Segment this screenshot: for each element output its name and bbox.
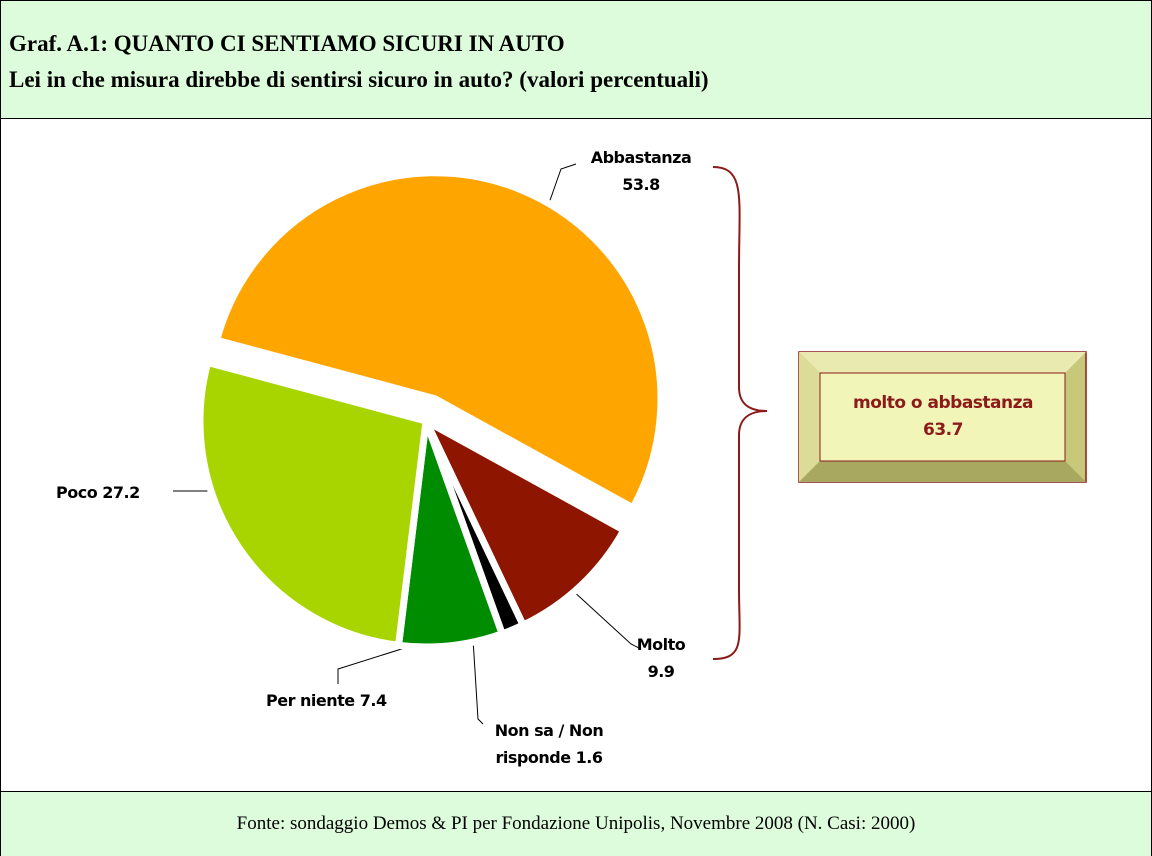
value-label: 1.6 <box>575 748 603 767</box>
annotation-text: molto o abbastanza <box>852 393 1034 413</box>
source: Fonte: sondaggio Demos & PI per Fondazio… <box>236 813 916 834</box>
brace <box>712 166 768 660</box>
value-label: 7.4 <box>359 691 387 710</box>
leader <box>337 645 412 684</box>
value-label: 27.2 <box>102 483 140 502</box>
category-label: Poco <box>56 483 98 502</box>
slice-label: Per niente 7.4 <box>266 687 466 714</box>
box-face <box>819 372 1066 462</box>
box-bevel <box>799 352 820 482</box>
leader <box>570 588 642 650</box>
category-label: Molto <box>636 635 686 654</box>
value-label: 53.8 <box>622 175 660 194</box>
slice <box>196 358 430 650</box>
subtitle: Lei in che misura direbbe di sentirsi si… <box>9 67 709 92</box>
category-label: Non sa / Non risponde <box>494 721 604 767</box>
slice-label: Poco 27.2 <box>56 479 256 506</box>
chart <box>173 163 1087 725</box>
slice <box>418 412 629 630</box>
slice-label: Abbastanza 53.8 <box>581 144 701 198</box>
value-label: 9.9 <box>647 662 675 681</box>
category-label: Abbastanza <box>590 148 692 167</box>
category-label: Per niente <box>266 691 355 710</box>
annotation: molto o abbastanza 63.7 <box>821 373 1065 461</box>
leader <box>472 638 484 725</box>
slice-label: Molto 9.9 <box>631 631 691 685</box>
title: Graf. A.1: QUANTO CI SENTIAMO SICURI IN … <box>9 31 565 56</box>
slice <box>212 169 665 513</box>
box-bevel <box>799 461 1086 482</box>
footer: Fonte: sondaggio Demos & PI per Fondazio… <box>1 791 1151 856</box>
header: Graf. A.1: QUANTO CI SENTIAMO SICURI IN … <box>1 1 1151 119</box>
annotation-box <box>798 351 1087 483</box>
slice-label: Non sa / Non risponde 1.6 <box>479 717 619 771</box>
annotation-value: 63.7 <box>923 420 963 440</box>
box-bevel <box>799 352 1086 373</box>
